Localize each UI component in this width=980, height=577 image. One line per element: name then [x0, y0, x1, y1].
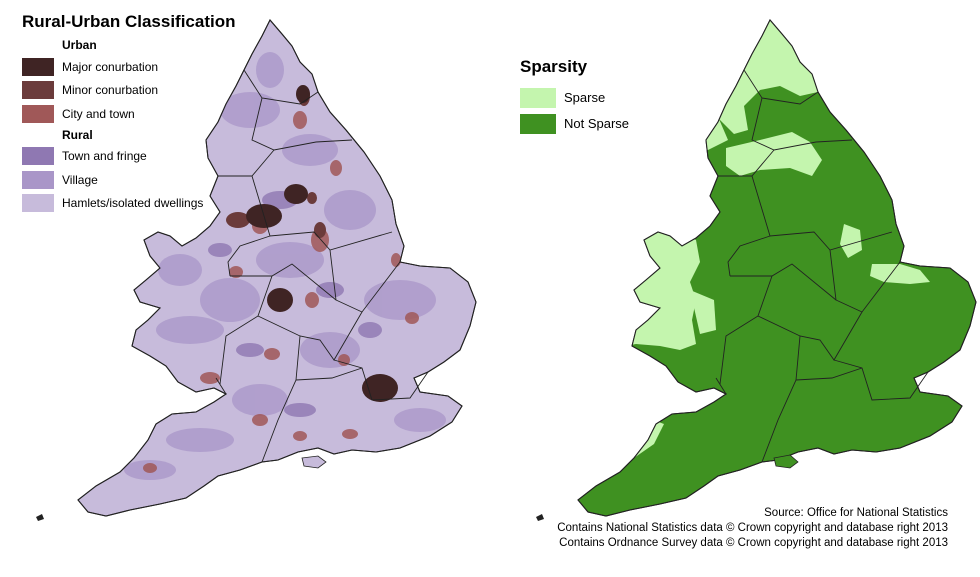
legend-label: Sparse: [564, 90, 606, 105]
rural-urban-title: Rural-Urban Classification: [22, 12, 236, 31]
legend-label: Minor conurbation: [62, 83, 159, 97]
legend-swatch: [22, 194, 54, 212]
legend-group-heading-urban: Urban: [62, 38, 97, 52]
legend-label: Major conurbation: [62, 59, 159, 74]
source-line: Source: Office for National Statistics: [764, 507, 948, 519]
sparsity-title: Sparsity: [520, 57, 588, 76]
legend-swatch: [22, 170, 54, 189]
legend-item-sparse: Sparse: [520, 87, 629, 108]
legend-group-heading-rural: Rural: [62, 127, 93, 142]
legend-item-village: Village: [22, 170, 203, 189]
legend-label: Not Sparse: [564, 116, 630, 131]
legend-label: Town and fringe: [62, 149, 147, 163]
copyright-line: Contains Ordnance Survey data © Crown co…: [559, 537, 948, 549]
legend-item-hamlets: Hamlets/isolated dwellings: [22, 194, 203, 213]
legend-swatch: [22, 147, 54, 165]
legend-swatch: [520, 113, 556, 134]
legend-swatch: [22, 81, 54, 99]
rural-urban-map: [36, 19, 477, 521]
sparsity-legend: Sparse Not Sparse: [520, 87, 629, 139]
rural-urban-legend: Urban Major conurbation Minor conurbatio…: [22, 38, 203, 217]
legend-swatch: [22, 104, 54, 123]
legend-swatch: [520, 87, 556, 108]
copyright-line: Contains National Statistics data © Crow…: [557, 522, 948, 534]
legend-item-not-sparse: Not Sparse: [520, 113, 629, 134]
legend-label: Village: [62, 172, 98, 187]
legend-label: Hamlets/isolated dwellings: [62, 196, 204, 210]
legend-item-minor-conurbation: Minor conurbation: [22, 81, 203, 100]
source-attribution: Source: Office for National Statistics C…: [557, 506, 948, 551]
legend-swatch: [22, 57, 54, 76]
legend-item-city-and-town: City and town: [22, 104, 203, 123]
legend-item-town-and-fringe: Town and fringe: [22, 147, 203, 166]
legend-item-major-conurbation: Major conurbation: [22, 57, 203, 76]
legend-label: City and town: [62, 106, 135, 121]
